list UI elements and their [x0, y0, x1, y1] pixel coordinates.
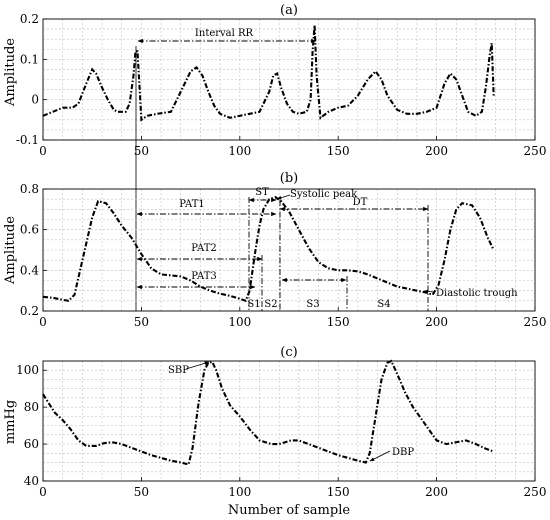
x-tick-label: 50 [134, 485, 149, 499]
panel-a-frame [42, 18, 536, 141]
y-tick-label: 100 [16, 363, 39, 377]
s4-label: S4 [377, 299, 390, 310]
y-tick-label: 60 [24, 437, 39, 451]
y-tick-label: 0.4 [20, 263, 39, 277]
interval-rr-label: Interval RR [195, 28, 254, 39]
x-tick-label: 0 [39, 485, 47, 499]
sbp-label: SBP [168, 365, 189, 376]
panel-a-grid [42, 18, 536, 141]
y-tick-label: 40 [24, 474, 39, 488]
panel-a-ticks: 0 50 100 150 200 250-0.100.10.2 [16, 12, 547, 158]
x-tick-label: 50 [134, 315, 149, 329]
x-tick-label: 50 [134, 144, 149, 158]
panel-c-xlabel: Number of sample [228, 503, 350, 518]
y-tick-label: -0.1 [16, 133, 39, 147]
diastolic-trough-label: Diastolic trough [436, 288, 518, 299]
panel-c-bp-line [42, 359, 495, 466]
panel-c-ylabel: mmHg [3, 400, 18, 444]
x-tick-label: 100 [228, 144, 251, 158]
dbp-label: DBP [392, 447, 414, 458]
s2-label: S2 [264, 299, 277, 310]
y-tick-label: 80 [24, 400, 39, 414]
x-tick-label: 150 [327, 144, 350, 158]
pat3-label: PAT3 [191, 271, 217, 282]
x-tick-label: 250 [524, 485, 547, 499]
pat1-label: PAT1 [179, 199, 205, 210]
x-tick-label: 250 [524, 144, 547, 158]
diastolic-trough-pointer [423, 289, 435, 294]
y-tick-label: 0.1 [20, 52, 39, 66]
panel-c-grid [42, 360, 536, 482]
panel-a-ylabel: Amplitude [3, 38, 18, 107]
y-tick-label: 0 [31, 93, 39, 107]
panel-b-ylabel: Amplitude [3, 216, 18, 285]
y-tick-label: 0.8 [20, 182, 39, 196]
x-tick-label: 150 [327, 485, 350, 499]
x-tick-label: 100 [228, 485, 251, 499]
panel-a-ecg: (a) Amplitude 0 50 100 150 200 250-0.100.10.2… [3, 3, 546, 158]
panel-c-title: (c) [280, 345, 297, 360]
x-tick-label: 0 [39, 315, 47, 329]
x-tick-label: 200 [425, 144, 448, 158]
panel-b-title: (b) [280, 171, 298, 186]
panel-c-frame [42, 360, 536, 482]
panel-c-ticks: 0 50 100 150 200 250 40 60 80 100 [16, 363, 546, 499]
y-tick-label: 0.2 [20, 304, 39, 318]
y-tick-label: 0.2 [20, 12, 39, 26]
panel-a-title: (a) [280, 3, 298, 18]
y-tick-label: 0.6 [20, 223, 39, 237]
x-tick-label: 250 [524, 315, 547, 329]
x-tick-label: 0 [39, 144, 47, 158]
x-tick-label: 200 [425, 315, 448, 329]
systolic-peak-label: Systolic peak [290, 189, 358, 200]
panel-c-bp: (c) mmHg Number of sample 0 50 100 150 200 25… [3, 345, 546, 518]
panel-b-frame [42, 188, 536, 312]
s1-label: S1 [247, 299, 260, 310]
dt-label: DT [353, 197, 368, 208]
x-tick-label: 200 [425, 485, 448, 499]
x-tick-label: 150 [327, 315, 350, 329]
x-tick-label: 100 [228, 315, 251, 329]
pat2-label: PAT2 [191, 243, 217, 254]
panel-b-ticks: 0 50 100 150 200 250 0.2 0.4 0.6 0.8 [20, 182, 547, 329]
panel-b-ppg: (b) Amplitude 0 50 100 150 200 250 0.2 0.4 0.6 0.… [3, 171, 546, 329]
panel-b-ppg-line [42, 195, 495, 303]
systolic-peak-pointer [276, 194, 291, 200]
dbp-pointer [369, 450, 391, 462]
sbp-pointer [185, 361, 210, 370]
panel-a-ecg-line [42, 25, 495, 122]
s3-label: S3 [306, 299, 319, 310]
st-label: ST [255, 187, 269, 198]
